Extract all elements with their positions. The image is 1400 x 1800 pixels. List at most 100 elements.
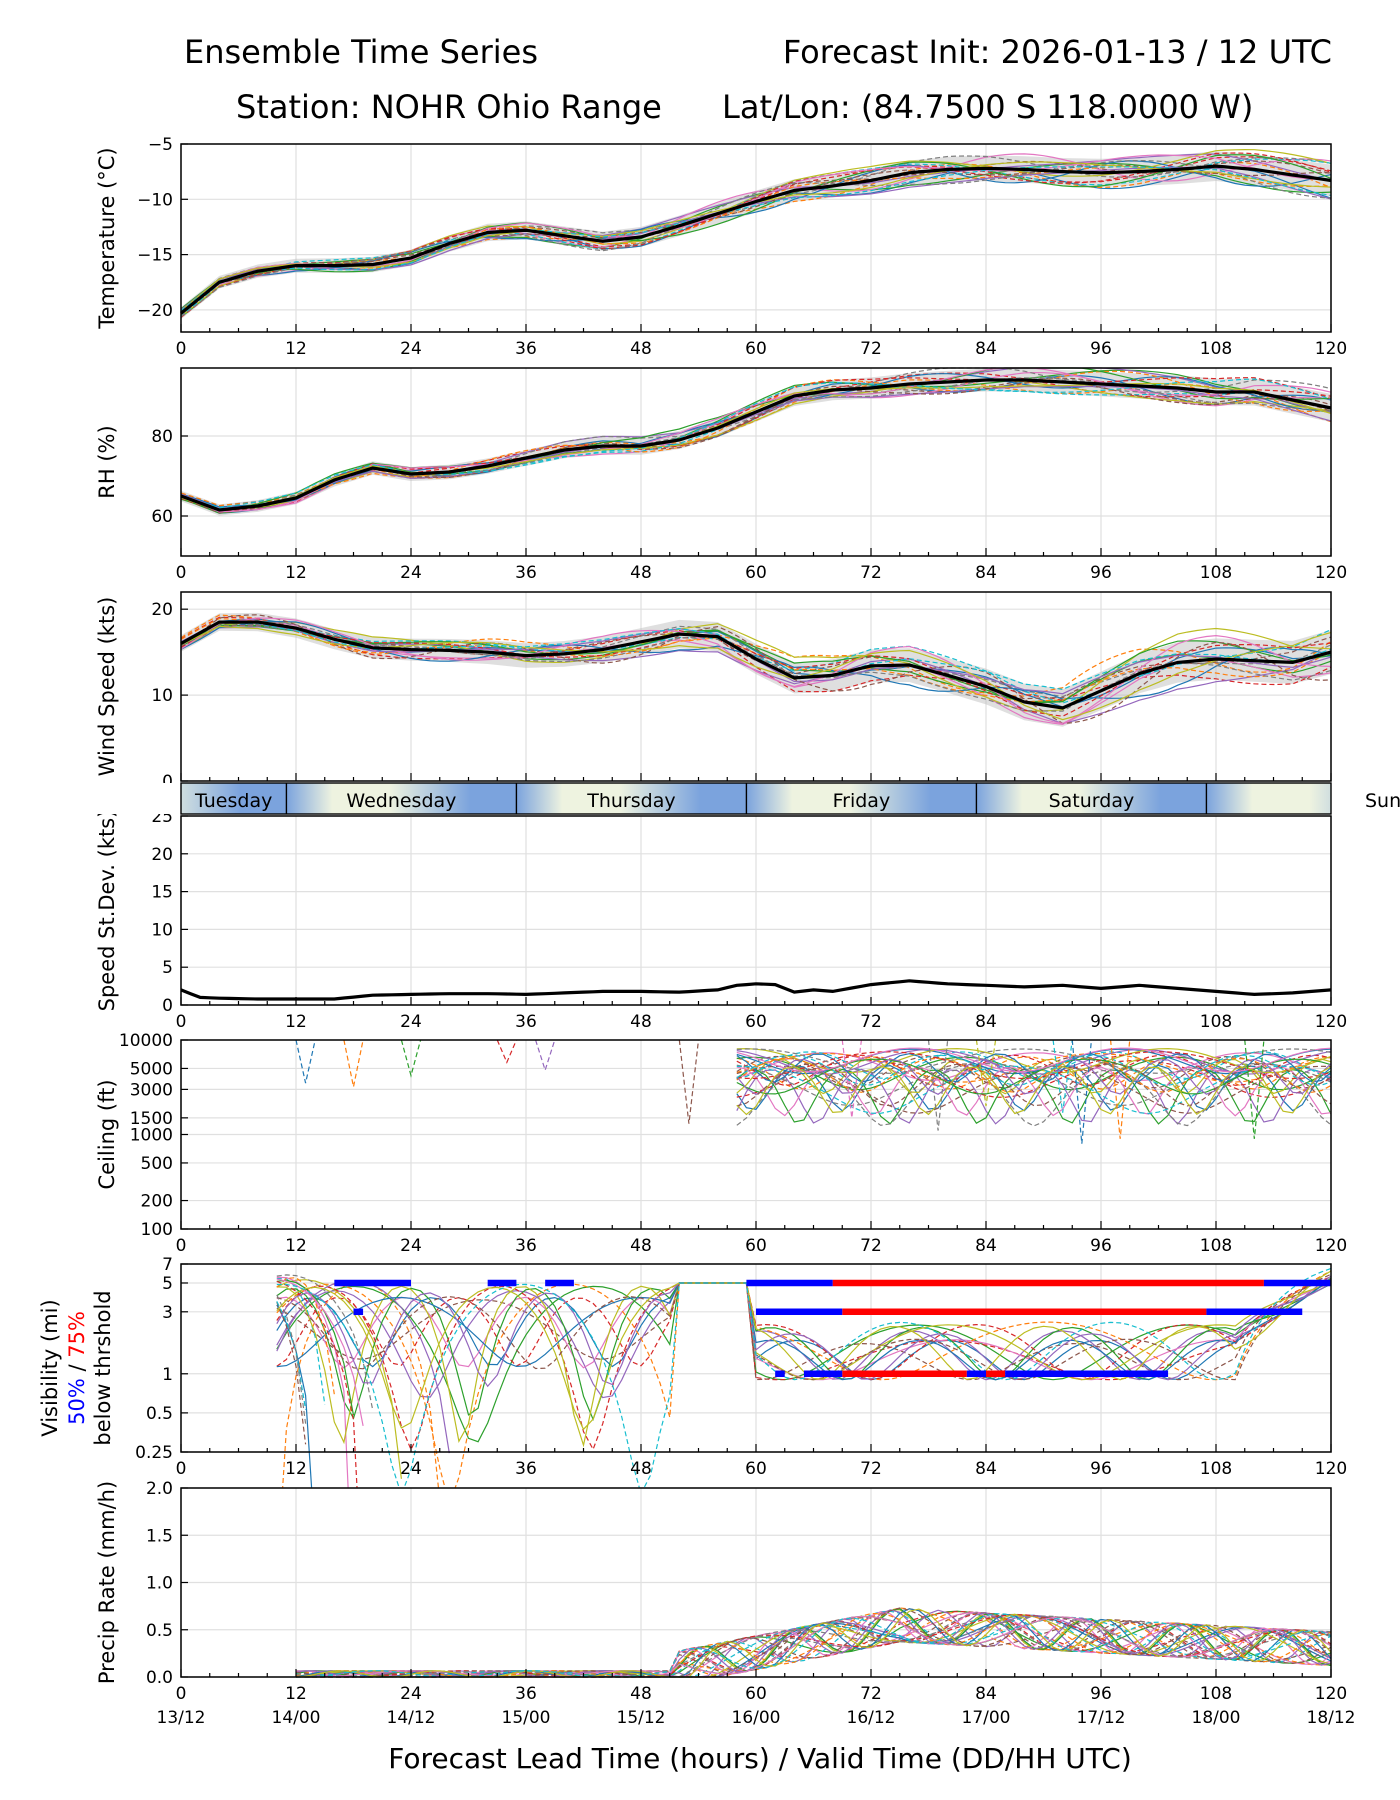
- x-tick-label: 108: [1200, 563, 1232, 583]
- y-tick-label: 0: [162, 772, 173, 792]
- x-tick-label: 48: [630, 1459, 652, 1479]
- y-tick-label: 3000: [130, 1080, 173, 1100]
- y-axis-label: RH (%): [95, 425, 119, 498]
- day-label: Tuesday: [194, 790, 272, 812]
- ensemble-member-line: [180, 624, 1332, 717]
- y-tick-label: 3: [162, 1303, 173, 1323]
- x-tick-label: 96: [1090, 339, 1112, 359]
- x-tick-label: 108: [1200, 339, 1232, 359]
- ensemble-member-line: [736, 1069, 1332, 1127]
- x-tick-label: 60: [745, 1684, 767, 1704]
- x-tick-label: 96: [1090, 1236, 1112, 1256]
- x-tick-label: 0: [176, 339, 187, 359]
- forecast-init: Forecast Init: 2026-01-13 / 12 UTC: [783, 33, 1332, 71]
- y-tick-label: 7: [162, 1255, 173, 1275]
- day-label: Thursday: [586, 790, 675, 812]
- x-tick-label: 96: [1090, 1012, 1112, 1032]
- panel-rh: 60 80 0 12 24 36 48 60 72 84 96 108 120 RH (%): [95, 367, 1347, 583]
- y-tick-label: 1500: [130, 1109, 173, 1129]
- y-tick-label: −15: [137, 246, 173, 266]
- valid-time-label: 14/00: [272, 1708, 321, 1728]
- y-tick-label: 500: [141, 1154, 173, 1174]
- x-tick-label: 48: [630, 1012, 652, 1032]
- x-tick-label: 24: [400, 1012, 422, 1032]
- y-tick-label: 1000: [130, 1126, 173, 1146]
- x-tick-label: 120: [1315, 1459, 1347, 1479]
- ensemble-member-line: [1052, 1039, 1073, 1113]
- x-tick-label: 60: [745, 1459, 767, 1479]
- figure-title: Ensemble Time Series: [184, 33, 538, 71]
- x-tick-label: 96: [1090, 1684, 1112, 1704]
- y-tick-label: 60: [151, 507, 173, 527]
- day-label: Wednesday: [346, 790, 456, 812]
- x-tick-label: 108: [1200, 1684, 1232, 1704]
- y-tick-label: 5000: [130, 1059, 173, 1079]
- ensemble-member-line: [295, 1616, 1332, 1678]
- y-tick-label: 5: [162, 1274, 173, 1294]
- x-tick-label: 24: [400, 563, 422, 583]
- panel-temp: −5 −10 −15 −200 12 24 36 48 60 72 84 96 108 120 Temper…: [95, 135, 1347, 359]
- ensemble-member-line: [496, 1039, 517, 1064]
- ensemble-member-line: [276, 1274, 374, 1411]
- ensemble-member-line: [180, 624, 1332, 712]
- ensemble-member-line: [295, 1610, 1332, 1678]
- x-tick-label: 60: [745, 563, 767, 583]
- y-tick-label: 0.0: [146, 1668, 173, 1688]
- valid-time-label: 13/12: [157, 1708, 206, 1728]
- x-tick-label: 72: [860, 339, 882, 359]
- ensemble-member-line: [180, 154, 1332, 310]
- ensemble-member-line: [736, 1052, 1332, 1083]
- day-band: [286, 783, 517, 814]
- ensemble-member-line: [295, 1613, 1332, 1678]
- y-axis-label: Temperature (°C): [95, 147, 119, 329]
- x-tick-label: 12: [285, 563, 307, 583]
- y-tick-label: 0.25: [135, 1443, 173, 1463]
- day-band: [516, 783, 747, 814]
- vis-label-line2: 50% / 75%: [65, 1311, 89, 1425]
- day-bar-mask: [1331, 783, 1400, 814]
- x-tick-label: 60: [745, 1236, 767, 1256]
- y-tick-label: 10: [151, 920, 173, 940]
- ensemble-member-line: [678, 1039, 700, 1124]
- visibility-ylabel: Visibility (mi) 50% / 75% below thrshold: [38, 1290, 115, 1445]
- vis-label-slash: /: [65, 1358, 89, 1378]
- ensemble-member-line: [276, 1273, 1332, 1381]
- y-tick-label: 20: [151, 600, 173, 620]
- panel-precip: 0.0 0.5 1.0 1.5 2.0 0 12 24 36 48 60 72 84 96 108 120 13…: [95, 1479, 1356, 1728]
- day-label: Saturday: [1049, 790, 1135, 812]
- x-tick-label: 72: [860, 1012, 882, 1032]
- latlon-label: Lat/Lon: (84.7500 S 118.0000 W): [722, 88, 1253, 126]
- y-tick-label: 2.0: [146, 1479, 173, 1499]
- y-tick-label: 5: [162, 958, 173, 978]
- day-band: [746, 783, 977, 814]
- x-tick-label: 72: [860, 1684, 882, 1704]
- ensemble-member-line: [180, 378, 1332, 509]
- ensemble-member-line: [180, 623, 1332, 704]
- x-tick-label: 120: [1315, 1684, 1347, 1704]
- vis-label-p50: 50%: [65, 1378, 89, 1425]
- ensemble-member-line: [276, 1301, 307, 1410]
- ensemble-member-line: [180, 166, 1332, 312]
- ensemble-member-line: [180, 616, 1332, 701]
- vis-label-line1: Visibility (mi): [38, 1299, 62, 1436]
- x-tick-label: 12: [285, 1684, 307, 1704]
- ensemble-member-line: [180, 617, 1332, 725]
- x-tick-label: 108: [1200, 1012, 1232, 1032]
- ensemble-member-line: [736, 1064, 1332, 1112]
- x-tick-label: 48: [630, 1236, 652, 1256]
- valid-time-label: 17/12: [1077, 1708, 1126, 1728]
- x-axis-label: Forecast Lead Time (hours) / Valid Time …: [388, 1742, 1132, 1775]
- x-tick-label: 96: [1090, 1459, 1112, 1479]
- x-tick-label: 108: [1200, 1459, 1232, 1479]
- vis-label-p75: 75%: [65, 1311, 89, 1358]
- median-line: [180, 378, 1332, 512]
- median-line: [180, 620, 1332, 710]
- day-label: Sun: [1365, 790, 1400, 812]
- x-tick-label: 84: [975, 339, 997, 359]
- ensemble-member-line: [276, 1277, 335, 1395]
- ensemble-member-line: [1244, 1039, 1265, 1139]
- ensemble-member-line: [975, 1039, 997, 1107]
- x-tick-label: 120: [1315, 339, 1347, 359]
- x-tick-label: 84: [975, 1012, 997, 1032]
- day-bar-frame: [180, 782, 1332, 815]
